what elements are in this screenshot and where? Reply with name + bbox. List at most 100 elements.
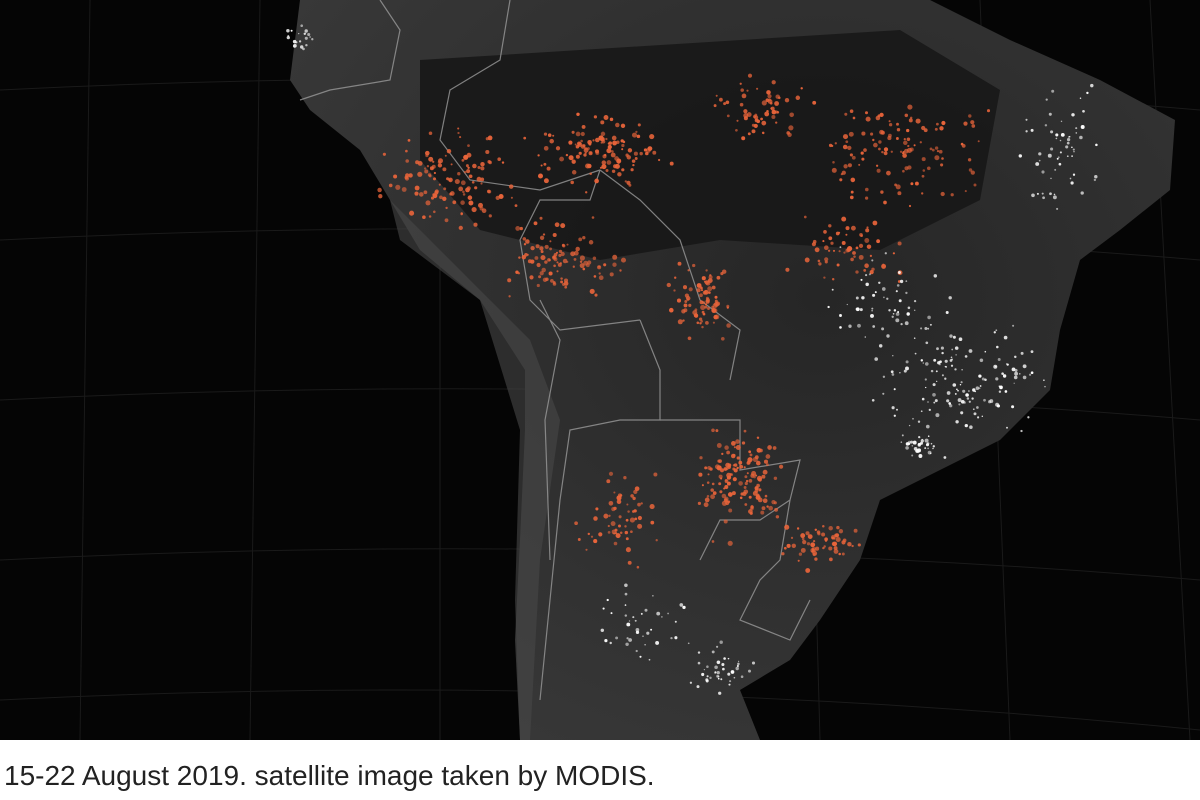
city-light (913, 309, 916, 312)
fire-point (578, 151, 582, 155)
city-light (703, 668, 706, 671)
fire-point (536, 262, 541, 268)
city-light (1075, 127, 1078, 130)
fire-point (764, 111, 770, 117)
city-light (717, 677, 720, 680)
city-light (948, 402, 952, 405)
fire-point (771, 114, 776, 120)
city-light (1090, 83, 1094, 88)
fire-point (847, 541, 852, 547)
fire-point (756, 436, 760, 439)
fire-point (723, 519, 728, 524)
fire-point (831, 541, 836, 546)
fire-point (941, 120, 946, 126)
fire-point (902, 169, 905, 173)
fire-point (935, 122, 939, 126)
city-light (1050, 130, 1054, 134)
fire-point (986, 109, 991, 113)
city-light (883, 296, 885, 299)
fire-point (425, 200, 431, 206)
city-light (924, 438, 929, 443)
fire-point (540, 164, 543, 167)
fire-point (747, 73, 753, 78)
fire-point (703, 502, 709, 508)
fire-point (774, 507, 779, 512)
fire-point (811, 242, 816, 247)
fire-point (850, 257, 854, 262)
city-light (1001, 372, 1004, 375)
fire-point (970, 120, 975, 125)
fire-point (395, 184, 401, 190)
fire-point (696, 321, 700, 325)
city-light (661, 616, 663, 618)
fire-point (565, 153, 569, 157)
city-light (936, 347, 939, 351)
fire-point (779, 464, 784, 469)
city-light (979, 385, 982, 387)
fire-point (458, 225, 463, 231)
fire-point (487, 189, 492, 194)
city-light (870, 313, 874, 318)
city-light (897, 311, 900, 313)
city-light (941, 351, 944, 355)
fire-point (452, 200, 457, 205)
city-light (624, 614, 628, 617)
fire-point (582, 236, 586, 240)
fire-point (739, 82, 742, 85)
city-light (893, 388, 896, 391)
fire-point (409, 210, 415, 216)
fire-point (444, 154, 447, 157)
fire-point (797, 559, 800, 562)
city-light (1059, 151, 1062, 154)
fire-point (773, 476, 778, 481)
fire-point (892, 252, 896, 255)
fire-point (457, 127, 460, 130)
fire-point (804, 257, 810, 263)
city-light (718, 691, 722, 695)
fire-point (845, 226, 850, 231)
fire-point (741, 93, 747, 99)
fire-point (829, 557, 833, 562)
fire-point (624, 180, 627, 183)
city-light (827, 305, 830, 309)
fire-point (615, 533, 621, 539)
fire-point (467, 144, 470, 147)
city-light (1004, 390, 1008, 393)
city-light (967, 390, 970, 392)
fire-point (623, 476, 627, 480)
fire-point (467, 195, 473, 200)
fire-point (448, 177, 453, 183)
fire-point (608, 500, 614, 506)
fire-point (746, 472, 749, 475)
fire-point (784, 98, 790, 103)
fire-point (618, 524, 621, 528)
fire-point (540, 255, 546, 261)
fire-point (896, 127, 901, 132)
fire-point (460, 212, 463, 216)
fire-point (870, 132, 874, 136)
fire-point (728, 508, 733, 513)
fire-point (712, 491, 717, 495)
city-light (642, 635, 644, 637)
city-light (995, 329, 998, 332)
city-light (968, 349, 973, 353)
fire-point (554, 222, 560, 228)
fire-point (588, 142, 592, 146)
fire-point (698, 472, 703, 477)
city-light (984, 350, 987, 353)
fire-point (810, 542, 816, 548)
fire-point (771, 109, 777, 115)
fire-point (562, 258, 568, 264)
fire-point (798, 552, 803, 556)
fire-point (847, 145, 852, 151)
city-light (1018, 154, 1023, 158)
fire-point (791, 543, 797, 549)
city-light (971, 397, 974, 400)
fire-point (950, 193, 954, 197)
fire-point (575, 131, 581, 137)
city-light (679, 603, 684, 607)
fire-point (866, 226, 869, 229)
fire-point (677, 319, 683, 325)
fire-point (934, 146, 939, 150)
fire-point (543, 162, 547, 166)
